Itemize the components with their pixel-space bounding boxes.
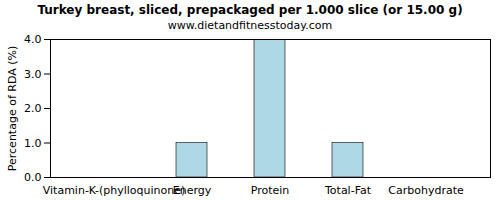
html-text:www.dietandfitnesstoday.com: www.dietandfitnesstoday.com: [167, 19, 333, 32]
svg-text:Total-Fat: Total-Fat: [324, 184, 372, 197]
svg-text:Vitamin-K-(phylloquinone): Vitamin-K-(phylloquinone): [43, 184, 185, 197]
svg-text:4.0: 4.0: [24, 33, 42, 46]
svg-text:3.0: 3.0: [24, 68, 42, 81]
svg-text:0.0: 0.0: [24, 171, 42, 184]
svg-text:2.0: 2.0: [24, 102, 42, 115]
svg-text:Protein: Protein: [251, 184, 290, 197]
svg-text:Energy: Energy: [173, 184, 212, 197]
svg-text:1.0: 1.0: [24, 137, 42, 150]
svg-text:Carbohydrate: Carbohydrate: [388, 184, 464, 197]
html-text:Turkey breast, sliced, prepack: Turkey breast, sliced, prepackaged per 1…: [37, 3, 463, 17]
svg-text:Percentage of RDA (%): Percentage of RDA (%): [6, 46, 19, 171]
